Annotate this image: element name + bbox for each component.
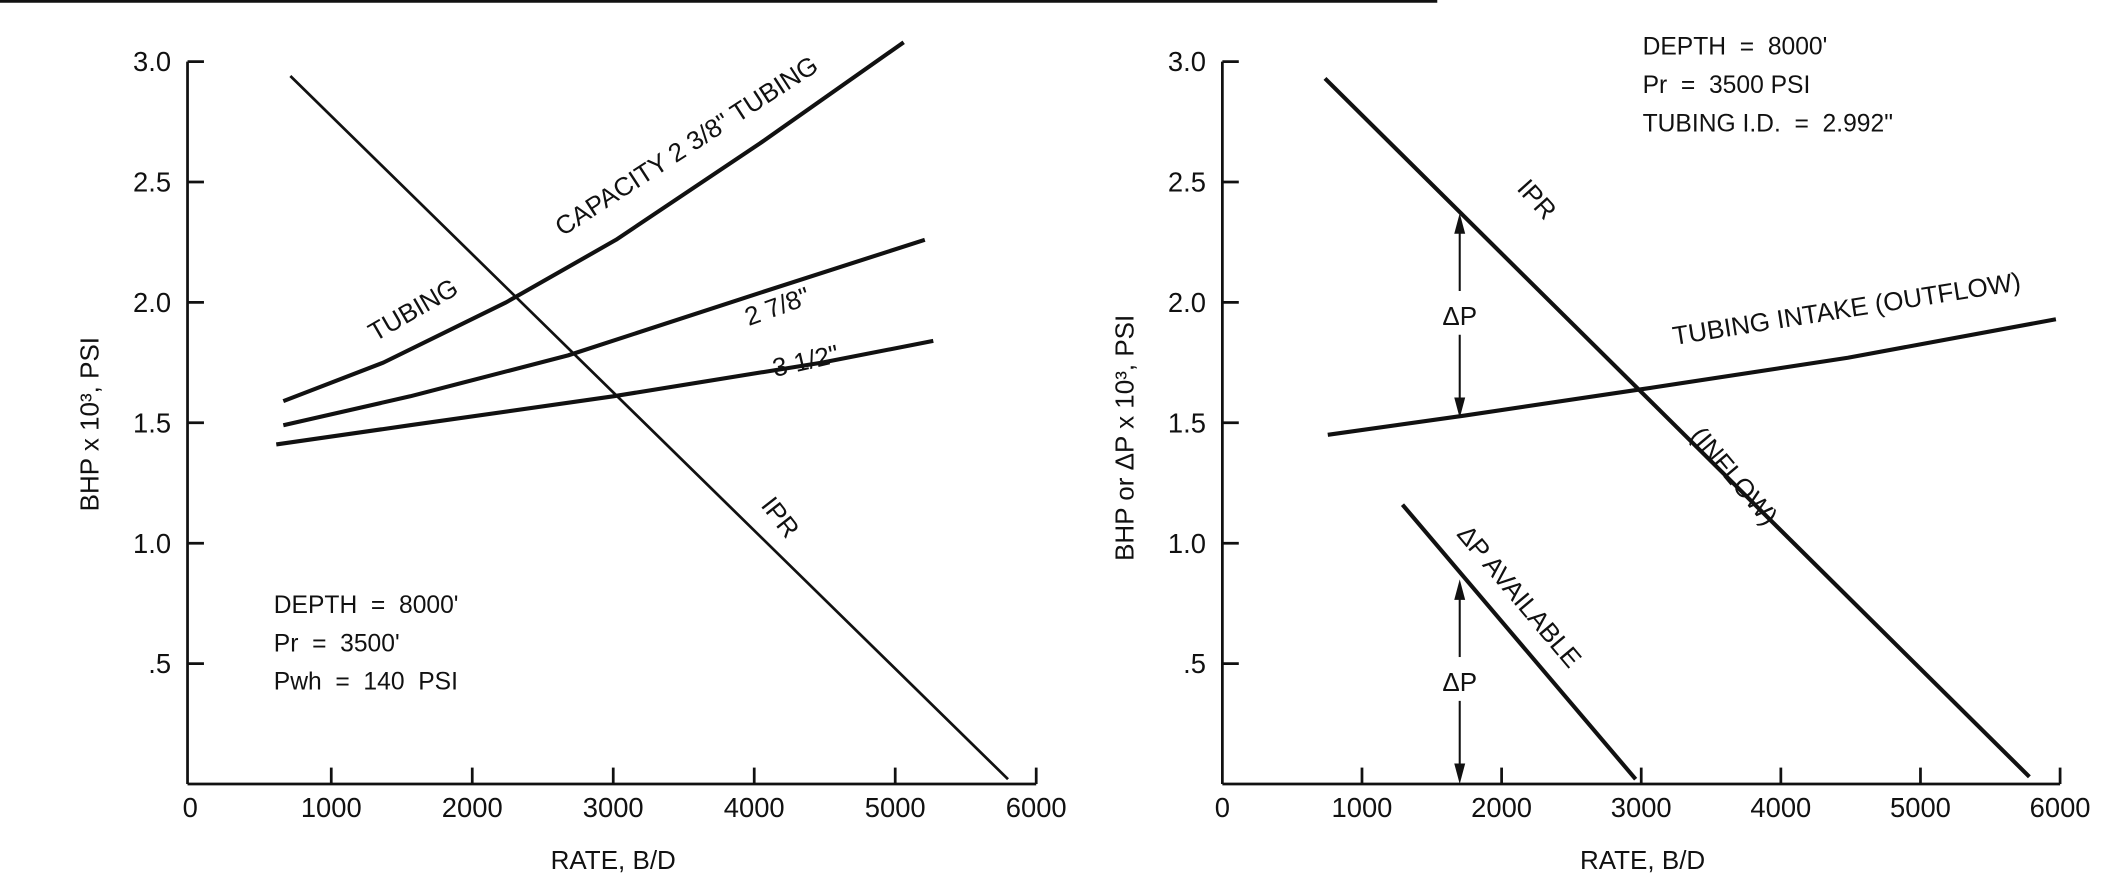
x-tick-label: 2000 bbox=[1471, 792, 1532, 823]
x-tick-label: 4000 bbox=[1750, 792, 1811, 823]
x-tick-label: 4000 bbox=[724, 792, 785, 823]
annotation-text: DEPTH = 8000' bbox=[274, 592, 459, 619]
x-tick-label: 6000 bbox=[1006, 792, 1067, 823]
y-tick-label: 1.5 bbox=[133, 407, 171, 438]
annotation-text: Pr = 3500 PSI bbox=[1643, 72, 1811, 99]
x-tick-label: 2000 bbox=[442, 792, 503, 823]
y-tick-label: .5 bbox=[1183, 648, 1206, 679]
x-axis-label: RATE, B/D bbox=[551, 845, 676, 875]
x-tick-label: 5000 bbox=[1890, 792, 1951, 823]
annotation-text: Pwh = 140 PSI bbox=[274, 669, 458, 696]
curve-label: 3 1/2" bbox=[770, 339, 842, 383]
x-tick-label: 1000 bbox=[1332, 792, 1393, 823]
x-tick-label: 0 bbox=[1215, 792, 1230, 823]
y-tick-label: 2.5 bbox=[133, 167, 171, 198]
arrowhead-up-icon bbox=[1454, 213, 1466, 234]
y-tick-label: 2.5 bbox=[1168, 167, 1206, 198]
curve-label: (INFLOW) bbox=[1685, 421, 1784, 531]
y-axis-label: BHP x 10³, PSI bbox=[75, 337, 105, 511]
y-tick-label: 2.0 bbox=[133, 287, 171, 318]
arrowhead-down-icon bbox=[1454, 763, 1466, 785]
y-tick-label: 2.0 bbox=[1168, 287, 1206, 318]
y-tick-label: 1.0 bbox=[133, 528, 171, 559]
series-line-0 bbox=[289, 75, 1009, 781]
x-tick-label: 0 bbox=[183, 792, 198, 823]
y-axis-label: BHP or ΔP x 10³, PSI bbox=[1109, 315, 1139, 561]
series-line-3 bbox=[275, 338, 934, 447]
curve-label: TUBING bbox=[363, 272, 463, 347]
x-tick-label: 5000 bbox=[865, 792, 926, 823]
x-tick-label: 1000 bbox=[301, 792, 362, 823]
x-tick-label: 6000 bbox=[2030, 792, 2091, 823]
y-tick-label: .5 bbox=[148, 648, 171, 679]
annotation-text: TUBING I.D. = 2.992" bbox=[1643, 110, 1893, 137]
right-chart: 0 1000 2000 3000 4000 5000 6000 .5 1.0 1.5 2.0 2.5 3… bbox=[1109, 34, 2090, 875]
y-tick-label: 1.0 bbox=[1168, 528, 1206, 559]
curve-label: CAPACITY 2 3/8" TUBING bbox=[549, 50, 823, 242]
arrowhead-down-icon bbox=[1454, 397, 1466, 418]
series-line-2 bbox=[1400, 503, 1638, 781]
x-tick-label: 3000 bbox=[583, 792, 644, 823]
curve-label: TUBING INTAKE (OUTFLOW) bbox=[1670, 266, 2022, 351]
series-line-1 bbox=[282, 40, 905, 404]
y-tick-label: 3.0 bbox=[133, 46, 171, 77]
series-line-2 bbox=[282, 237, 926, 428]
series-line-1 bbox=[1327, 317, 2057, 437]
x-axis-label: RATE, B/D bbox=[1580, 845, 1705, 875]
arrowhead-up-icon bbox=[1454, 579, 1466, 600]
x-tick-label: 3000 bbox=[1611, 792, 1672, 823]
left-chart: 0 1000 2000 3000 4000 5000 6000 .5 1.0 1.5 2.0 2.5 3… bbox=[75, 40, 1067, 875]
annotation-text: Pr = 3500' bbox=[274, 630, 400, 657]
annotation-text: DEPTH = 8000' bbox=[1643, 34, 1828, 61]
curve-label: IPR bbox=[755, 491, 805, 544]
y-tick-label: 3.0 bbox=[1168, 46, 1206, 77]
curve-label: IPR bbox=[1511, 173, 1562, 225]
dp-arrow-label: ΔP bbox=[1442, 667, 1477, 697]
series-line-0 bbox=[1323, 76, 2031, 779]
y-tick-label: 1.5 bbox=[1168, 407, 1206, 438]
dp-arrow-label: ΔP bbox=[1442, 301, 1477, 331]
curve-label: ΔP AVAILABLE bbox=[1451, 519, 1587, 673]
